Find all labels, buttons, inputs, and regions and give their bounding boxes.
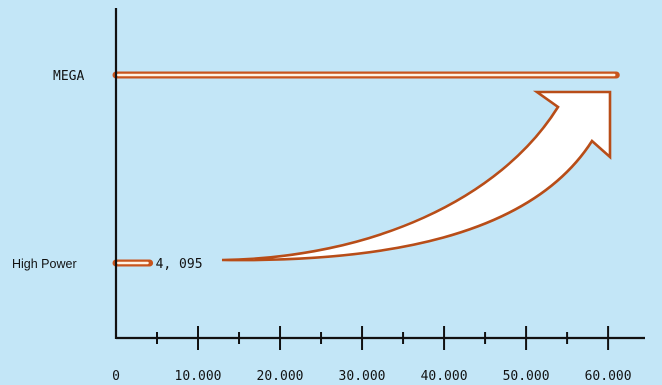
arrow-layer <box>221 90 612 262</box>
x-tick-label: 20.000 <box>257 369 304 384</box>
x-tick-label: 0 <box>112 369 120 384</box>
bars-layer <box>110 69 622 269</box>
data-label: 4, 095 <box>156 257 203 272</box>
axes-layer <box>114 8 645 350</box>
x-tick-label: 10.000 <box>175 369 222 384</box>
x-tick-label: 40.000 <box>421 369 468 384</box>
x-tick-label: 50.000 <box>503 369 550 384</box>
annotation-arrow <box>221 90 612 262</box>
x-tick-label: 60.000 <box>585 369 632 384</box>
x-tick-label: 30.000 <box>339 369 386 384</box>
labels-layer: MEGA High Power 4, 095 0 10.000 20.000 30.000 4… <box>12 69 632 384</box>
category-label: MEGA <box>53 69 84 84</box>
category-label: High Power <box>12 257 77 271</box>
